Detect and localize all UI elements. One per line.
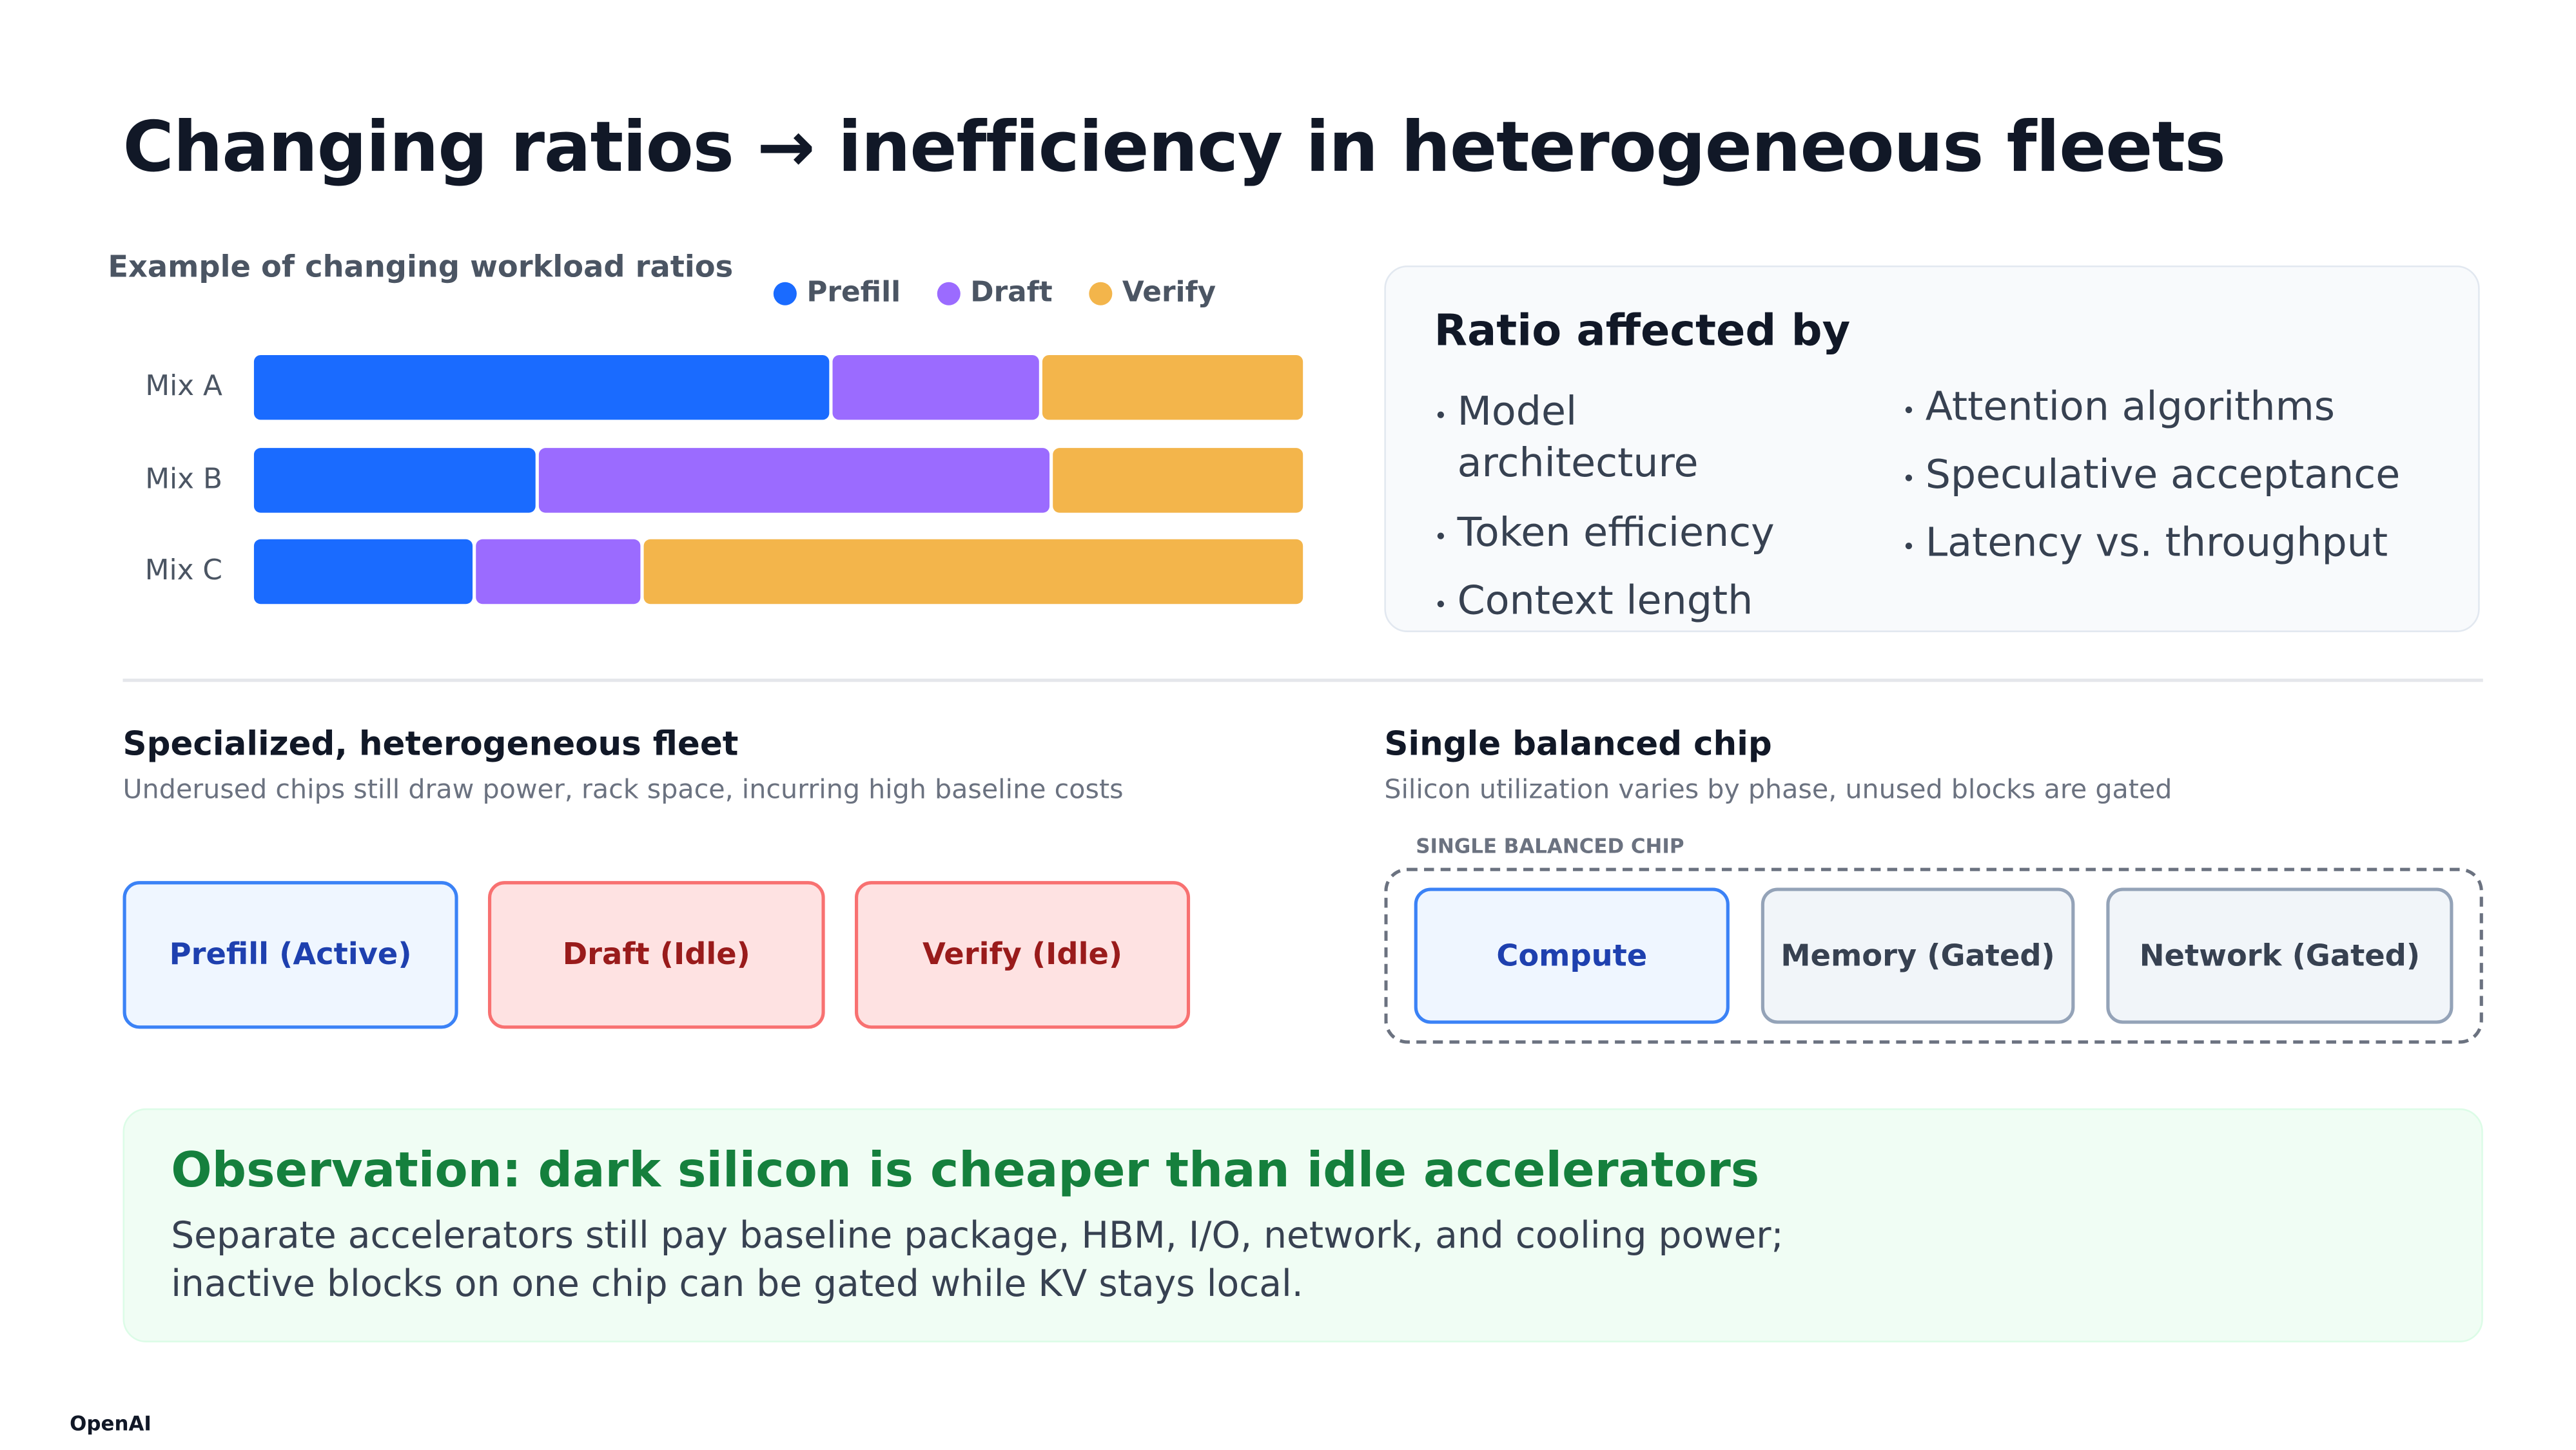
bar-segment xyxy=(538,448,1050,513)
bar-segment xyxy=(643,539,1303,604)
observation: Observation: dark silicon is cheaper tha… xyxy=(122,1108,2483,1342)
section-title: Single balanced chip xyxy=(1384,723,1772,764)
section-subtitle: Silicon utilization varies by phase, unu… xyxy=(1384,773,2172,805)
observation-text: Separate accelerators still pay baseline… xyxy=(171,1216,1784,1258)
ratio-panel: Ratio affected by Model architecture Tok… xyxy=(1384,265,2480,632)
chip-box: Draft (Idle) xyxy=(487,881,825,1029)
bar-segment xyxy=(832,354,1039,420)
section-title: Specialized, heterogeneous fleet xyxy=(122,723,739,764)
observation-title: Observation: dark silicon is cheaper tha… xyxy=(171,1141,1760,1198)
legend-label: Draft xyxy=(970,276,1052,309)
block-box: Compute xyxy=(1414,887,1730,1024)
footer-logo: OpenAI xyxy=(70,1412,151,1436)
slide-title: Changing ratios → inefficiency in hetero… xyxy=(122,106,2226,188)
legend-swatch xyxy=(937,282,961,305)
bar-segment xyxy=(253,448,536,513)
section-subtitle: Underused chips still draw power, rack s… xyxy=(122,773,1124,805)
block-box: Memory (Gated) xyxy=(1761,887,2075,1024)
bullet: Token efficiency xyxy=(1434,508,1775,559)
legend-swatch xyxy=(1089,282,1113,305)
legend-label: Verify xyxy=(1122,276,1216,309)
bar-segment xyxy=(1053,448,1303,513)
bullet: Speculative acceptance xyxy=(1902,450,2400,501)
observation-text: inactive blocks on one chip can be gated… xyxy=(171,1264,1303,1306)
category-label: Mix A xyxy=(145,369,222,402)
bullet: Attention algorithms xyxy=(1902,382,2335,433)
chart-title: Example of changing workload ratios xyxy=(108,249,733,284)
legend-swatch xyxy=(773,282,797,305)
bar-segment xyxy=(1042,354,1303,420)
chip-label: SINGLE BALANCED CHIP xyxy=(1416,835,1684,858)
legend-label: Prefill xyxy=(806,276,901,309)
chip-box: Prefill (Active) xyxy=(122,881,458,1029)
category-label: Mix B xyxy=(145,462,222,495)
bar-segment xyxy=(253,539,473,604)
bullet: Latency vs. throughput xyxy=(1902,517,2388,569)
bullet: Context length xyxy=(1434,575,1753,627)
bar-segment xyxy=(253,354,830,420)
panel-title: Ratio affected by xyxy=(1434,307,1851,357)
chip-outline xyxy=(1384,867,2483,1044)
bullet: Model architecture xyxy=(1434,387,1773,490)
chip-box: Verify (Idle) xyxy=(854,881,1191,1029)
block-box: Network (Gated) xyxy=(2106,887,2454,1024)
chart: Example of changing workload ratios Pref… xyxy=(108,249,1303,604)
divider xyxy=(122,679,2483,682)
category-label: Mix C xyxy=(145,554,222,586)
bar-segment xyxy=(476,539,641,604)
